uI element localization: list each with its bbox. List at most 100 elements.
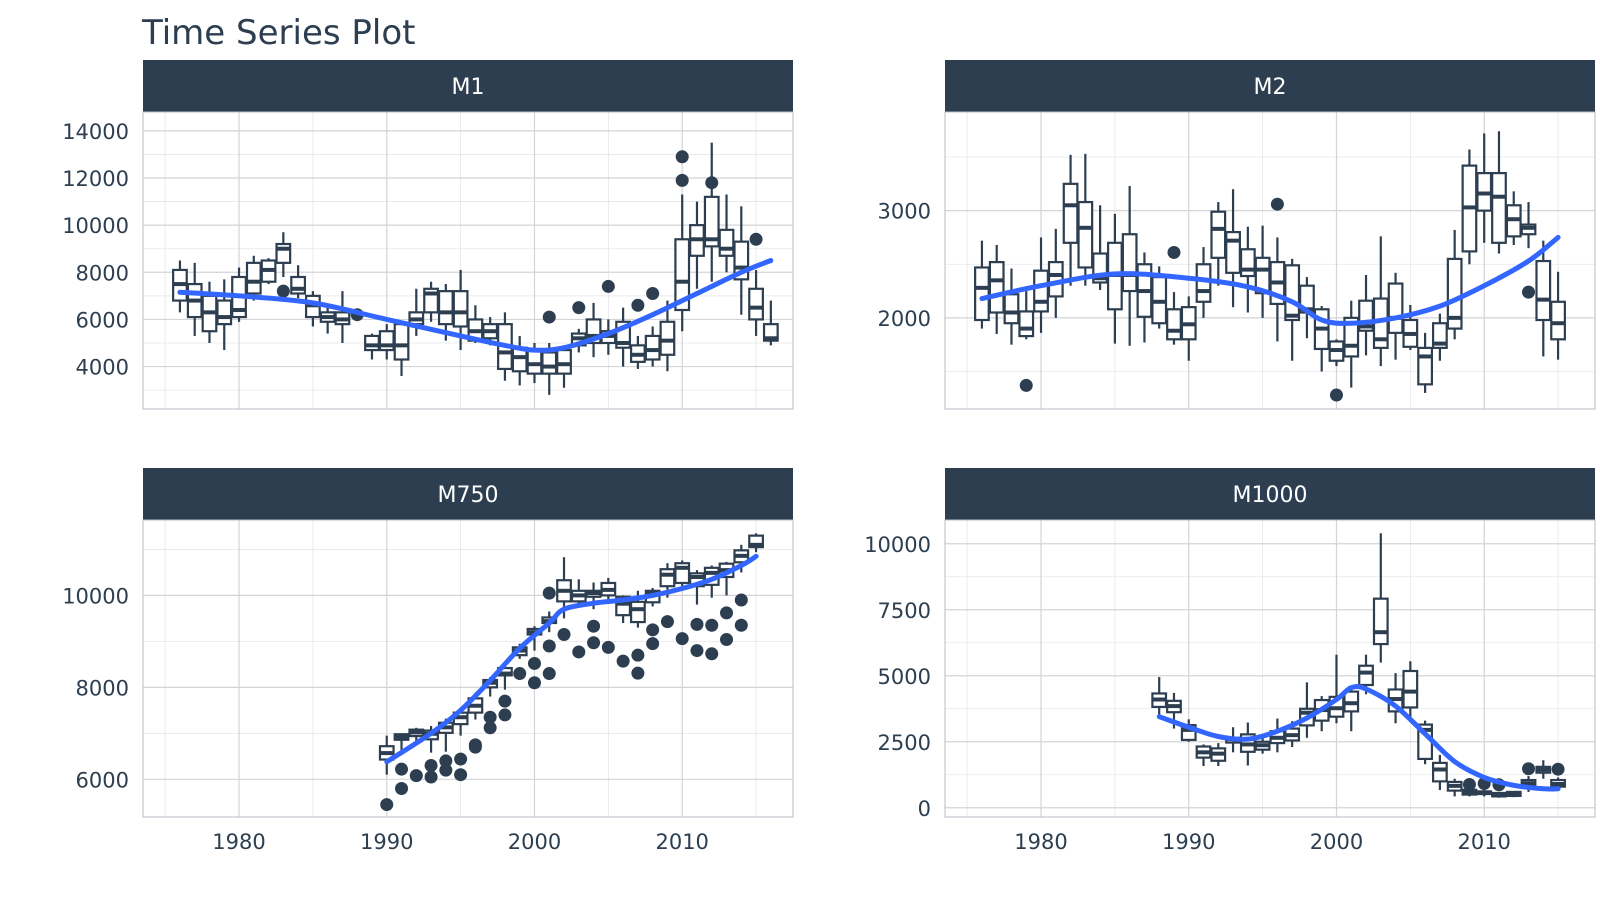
boxplot-1993 xyxy=(423,281,439,322)
boxplot-1994 xyxy=(1239,226,1256,313)
outlier-point xyxy=(498,694,512,708)
box-iqr xyxy=(718,228,735,257)
smooth-trend-line xyxy=(979,234,1561,326)
y-tick-label: 8000 xyxy=(76,261,129,285)
boxplot-2012 xyxy=(703,142,720,282)
boxplot-1990 xyxy=(378,735,395,775)
boxplot-1984 xyxy=(290,265,307,299)
boxplot-2010 xyxy=(674,560,691,587)
boxplot-2014 xyxy=(1535,760,1552,779)
y-tick-label: 5000 xyxy=(878,665,931,689)
facet-strip xyxy=(945,468,1595,520)
box-iqr xyxy=(974,266,990,322)
boxplot-2012 xyxy=(1505,191,1522,245)
box-iqr xyxy=(437,290,454,326)
boxplot-2002 xyxy=(1358,654,1374,695)
box-iqr xyxy=(1121,233,1138,293)
outlier-point xyxy=(734,593,748,607)
box-iqr xyxy=(1417,346,1434,386)
outlier-point xyxy=(631,648,645,662)
outlier-point xyxy=(483,710,497,724)
outlier-point xyxy=(675,173,689,187)
boxplot-1988 xyxy=(1151,677,1168,716)
boxplot-2013 xyxy=(1520,202,1537,249)
panel-background xyxy=(143,520,793,817)
smooth-trend-line xyxy=(384,553,759,765)
outlier-point xyxy=(601,279,615,293)
boxplot-1995 xyxy=(1254,737,1271,754)
boxplot-1999 xyxy=(511,335,528,386)
box-iqr xyxy=(1372,597,1389,646)
y-tick-label: 3000 xyxy=(878,200,931,224)
outlier-point xyxy=(409,769,423,783)
boxplot-2010 xyxy=(674,194,691,332)
box-iqr xyxy=(452,290,469,328)
boxplot-1981 xyxy=(1047,228,1064,318)
outlier-point xyxy=(439,754,453,768)
outlier-point xyxy=(1522,762,1536,776)
boxplot-1977 xyxy=(988,244,1005,334)
outlier-point xyxy=(527,676,541,690)
outlier-point xyxy=(424,759,438,773)
outlier-point xyxy=(483,721,497,735)
panel-border xyxy=(944,111,1596,410)
outlier-point xyxy=(498,708,512,722)
boxplot-2005 xyxy=(1402,304,1419,351)
boxplot-1989 xyxy=(364,333,380,360)
smooth-trend-line xyxy=(1156,683,1561,792)
outlier-point xyxy=(1019,378,1033,392)
outlier-point xyxy=(646,637,660,651)
box-iqr xyxy=(290,275,307,295)
box-iqr xyxy=(703,195,720,248)
outlier-point xyxy=(631,298,645,312)
outlier-point xyxy=(454,768,468,782)
x-tick-label: 1980 xyxy=(212,830,265,854)
facet-strip-label: M750 xyxy=(438,483,499,508)
x-tick-label: 1980 xyxy=(1014,830,1067,854)
boxplot-2005 xyxy=(1402,661,1419,721)
box-iqr xyxy=(1047,261,1064,298)
outlier-point xyxy=(660,615,674,629)
y-tick-label: 8000 xyxy=(76,676,129,700)
outlier-point xyxy=(542,667,556,681)
panel-border xyxy=(944,519,1596,818)
box-iqr xyxy=(1284,264,1301,322)
boxplot-1994 xyxy=(437,284,454,341)
box-iqr xyxy=(364,334,380,352)
boxplot-1990 xyxy=(1180,296,1197,361)
y-tick-label: 7500 xyxy=(878,599,931,623)
box-iqr xyxy=(988,261,1005,314)
box-iqr xyxy=(1491,172,1507,244)
outlier-point xyxy=(1551,762,1565,776)
smooth-trend-line xyxy=(177,258,774,353)
y-tick-label: 10000 xyxy=(864,533,931,557)
outlier-point xyxy=(1329,388,1343,402)
boxplot-1991 xyxy=(1195,247,1212,318)
x-tick-label: 2010 xyxy=(655,830,708,854)
boxplot-1982 xyxy=(1062,154,1079,286)
boxplot-2000 xyxy=(1328,339,1345,367)
outlier-point xyxy=(1462,778,1476,792)
chart-title: Time Series Plot xyxy=(141,13,415,53)
panel-background xyxy=(143,112,793,409)
panel-background xyxy=(945,520,1595,817)
boxplot-2013 xyxy=(718,194,735,273)
boxplot-2001 xyxy=(1343,300,1360,388)
outlier-point xyxy=(542,586,556,600)
boxplot-1983 xyxy=(275,232,292,277)
boxplot-1997 xyxy=(482,317,499,346)
outlier-point xyxy=(616,654,630,668)
boxplot-1993 xyxy=(1225,189,1241,308)
outlier-point xyxy=(646,623,660,637)
outlier-point xyxy=(468,738,482,752)
outlier-point xyxy=(424,770,438,784)
outlier-point xyxy=(720,633,734,647)
boxplot-2015 xyxy=(748,269,764,336)
facet-strip-label: M1000 xyxy=(1233,483,1308,508)
box-iqr xyxy=(1166,308,1182,341)
box-iqr xyxy=(541,351,558,375)
boxplot-1992 xyxy=(1210,743,1227,767)
outlier-point xyxy=(513,667,527,681)
outlier-point xyxy=(454,752,468,766)
